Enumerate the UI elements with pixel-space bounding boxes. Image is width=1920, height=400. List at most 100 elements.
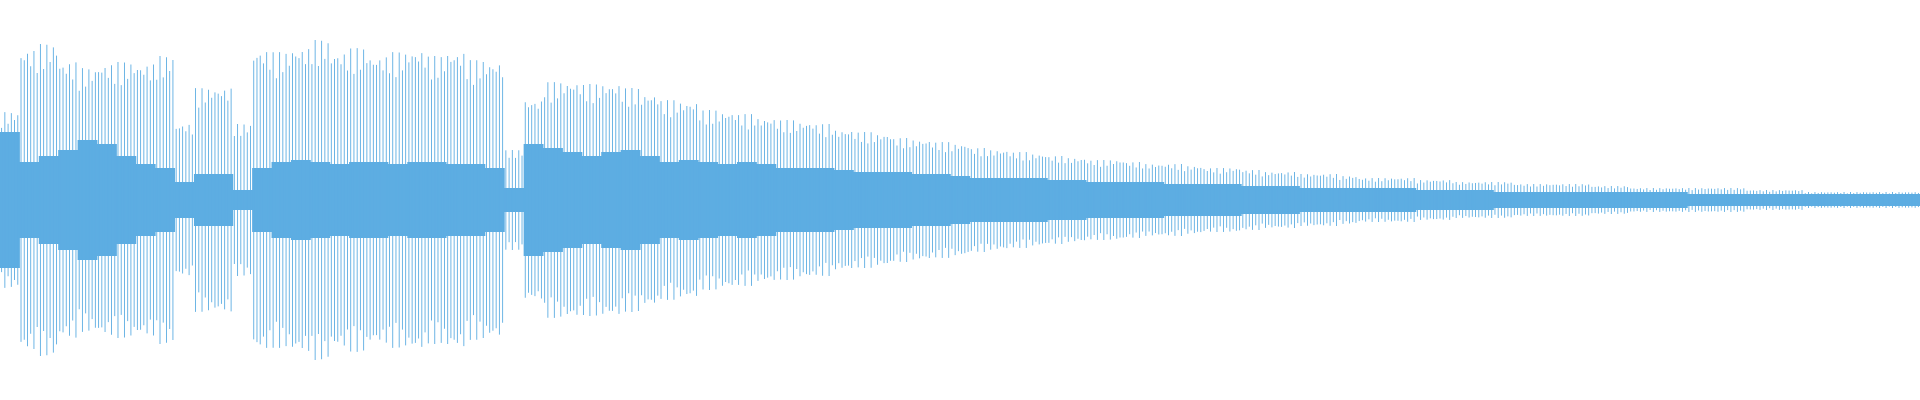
rms-block xyxy=(1687,194,1708,206)
rms-block xyxy=(659,162,680,238)
rms-block xyxy=(1086,182,1106,218)
rms-block xyxy=(1473,190,1494,210)
rms-block xyxy=(232,190,253,210)
rms-block xyxy=(1183,184,1203,216)
rms-block xyxy=(504,188,525,212)
rms-block xyxy=(116,156,137,244)
rms-block xyxy=(833,170,854,230)
rms-block xyxy=(950,176,971,224)
rms-block xyxy=(853,172,874,228)
rms-block xyxy=(1435,190,1456,210)
rms-block xyxy=(1764,194,1785,206)
rms-block xyxy=(1144,182,1165,218)
rms-block xyxy=(1415,190,1436,210)
rms-block xyxy=(1357,188,1378,212)
rms-block xyxy=(1376,188,1397,212)
rms-block xyxy=(1318,188,1339,212)
rms-block xyxy=(969,178,990,222)
rms-block xyxy=(1299,188,1320,212)
rms-block xyxy=(193,174,214,226)
rms-block xyxy=(1881,194,1902,206)
rms-block xyxy=(1280,186,1300,214)
rms-block xyxy=(775,168,796,232)
rms-block xyxy=(1454,190,1475,210)
rms-block xyxy=(290,160,311,240)
rms-block xyxy=(387,164,408,236)
rms-block xyxy=(465,164,486,236)
rms-block xyxy=(1842,194,1863,206)
rms-block xyxy=(1629,192,1649,208)
rms-block xyxy=(872,172,893,228)
rms-block xyxy=(1706,194,1727,206)
rms-block xyxy=(1532,192,1553,208)
rms-block xyxy=(96,144,117,256)
rms-block xyxy=(310,162,331,238)
rms-block xyxy=(678,160,699,240)
rms-block xyxy=(1163,184,1184,216)
rms-block xyxy=(543,148,563,252)
rms-block xyxy=(58,150,79,250)
rms-block xyxy=(135,164,156,236)
rms-block xyxy=(1241,186,1262,214)
rms-block xyxy=(601,152,622,248)
rms-block xyxy=(446,164,466,236)
rms-block xyxy=(640,156,660,244)
rms-block xyxy=(1221,184,1242,216)
rms-block xyxy=(1027,178,1048,222)
rms-block xyxy=(989,178,1009,222)
rms-block xyxy=(213,174,234,226)
rms-block xyxy=(1590,192,1611,208)
rms-block xyxy=(1609,192,1630,208)
rms-block xyxy=(329,164,350,236)
rms-block xyxy=(1008,178,1029,222)
rms-block xyxy=(1105,182,1126,218)
rms-block xyxy=(407,162,428,238)
rms-block xyxy=(484,168,505,232)
rms-block xyxy=(1861,194,1882,206)
rms-block xyxy=(174,182,195,218)
rms-block xyxy=(1667,192,1688,208)
rms-block xyxy=(1202,184,1223,216)
rms-block xyxy=(0,132,20,268)
rms-block xyxy=(155,168,176,232)
rms-block xyxy=(1396,188,1417,212)
rms-block xyxy=(1784,194,1805,206)
rms-block xyxy=(349,162,369,238)
rms-block xyxy=(1551,192,1572,208)
rms-block xyxy=(1648,192,1669,208)
rms-block xyxy=(1803,194,1824,206)
rms-block xyxy=(426,162,447,238)
rms-block xyxy=(1900,194,1920,206)
rms-block xyxy=(698,162,719,238)
rms-block xyxy=(562,152,583,248)
rms-block xyxy=(1570,192,1591,208)
rms-block xyxy=(717,164,738,236)
rms-block xyxy=(620,150,641,250)
rms-block xyxy=(795,168,816,232)
rms-block xyxy=(252,168,273,232)
rms-block xyxy=(1338,188,1359,212)
rms-block xyxy=(77,140,98,260)
rms-block xyxy=(19,162,40,238)
rms-block xyxy=(523,144,544,256)
rms-block xyxy=(736,162,757,238)
rms-block xyxy=(38,156,59,244)
rms-block xyxy=(1047,180,1068,220)
rms-block xyxy=(892,172,913,228)
rms-block xyxy=(271,162,292,238)
rms-block xyxy=(1260,186,1281,214)
rms-block xyxy=(1066,180,1087,220)
rms-block xyxy=(1745,194,1766,206)
rms-block xyxy=(756,164,777,236)
rms-block xyxy=(930,174,951,226)
rms-block xyxy=(368,162,389,238)
rms-block xyxy=(911,174,932,226)
rms-block xyxy=(581,156,602,244)
rms-block xyxy=(1493,192,1514,208)
rms-block xyxy=(814,168,835,232)
rms-block xyxy=(1823,194,1843,206)
rms-block xyxy=(1124,182,1145,218)
rms-block xyxy=(1726,194,1746,206)
rms-block xyxy=(1512,192,1533,208)
